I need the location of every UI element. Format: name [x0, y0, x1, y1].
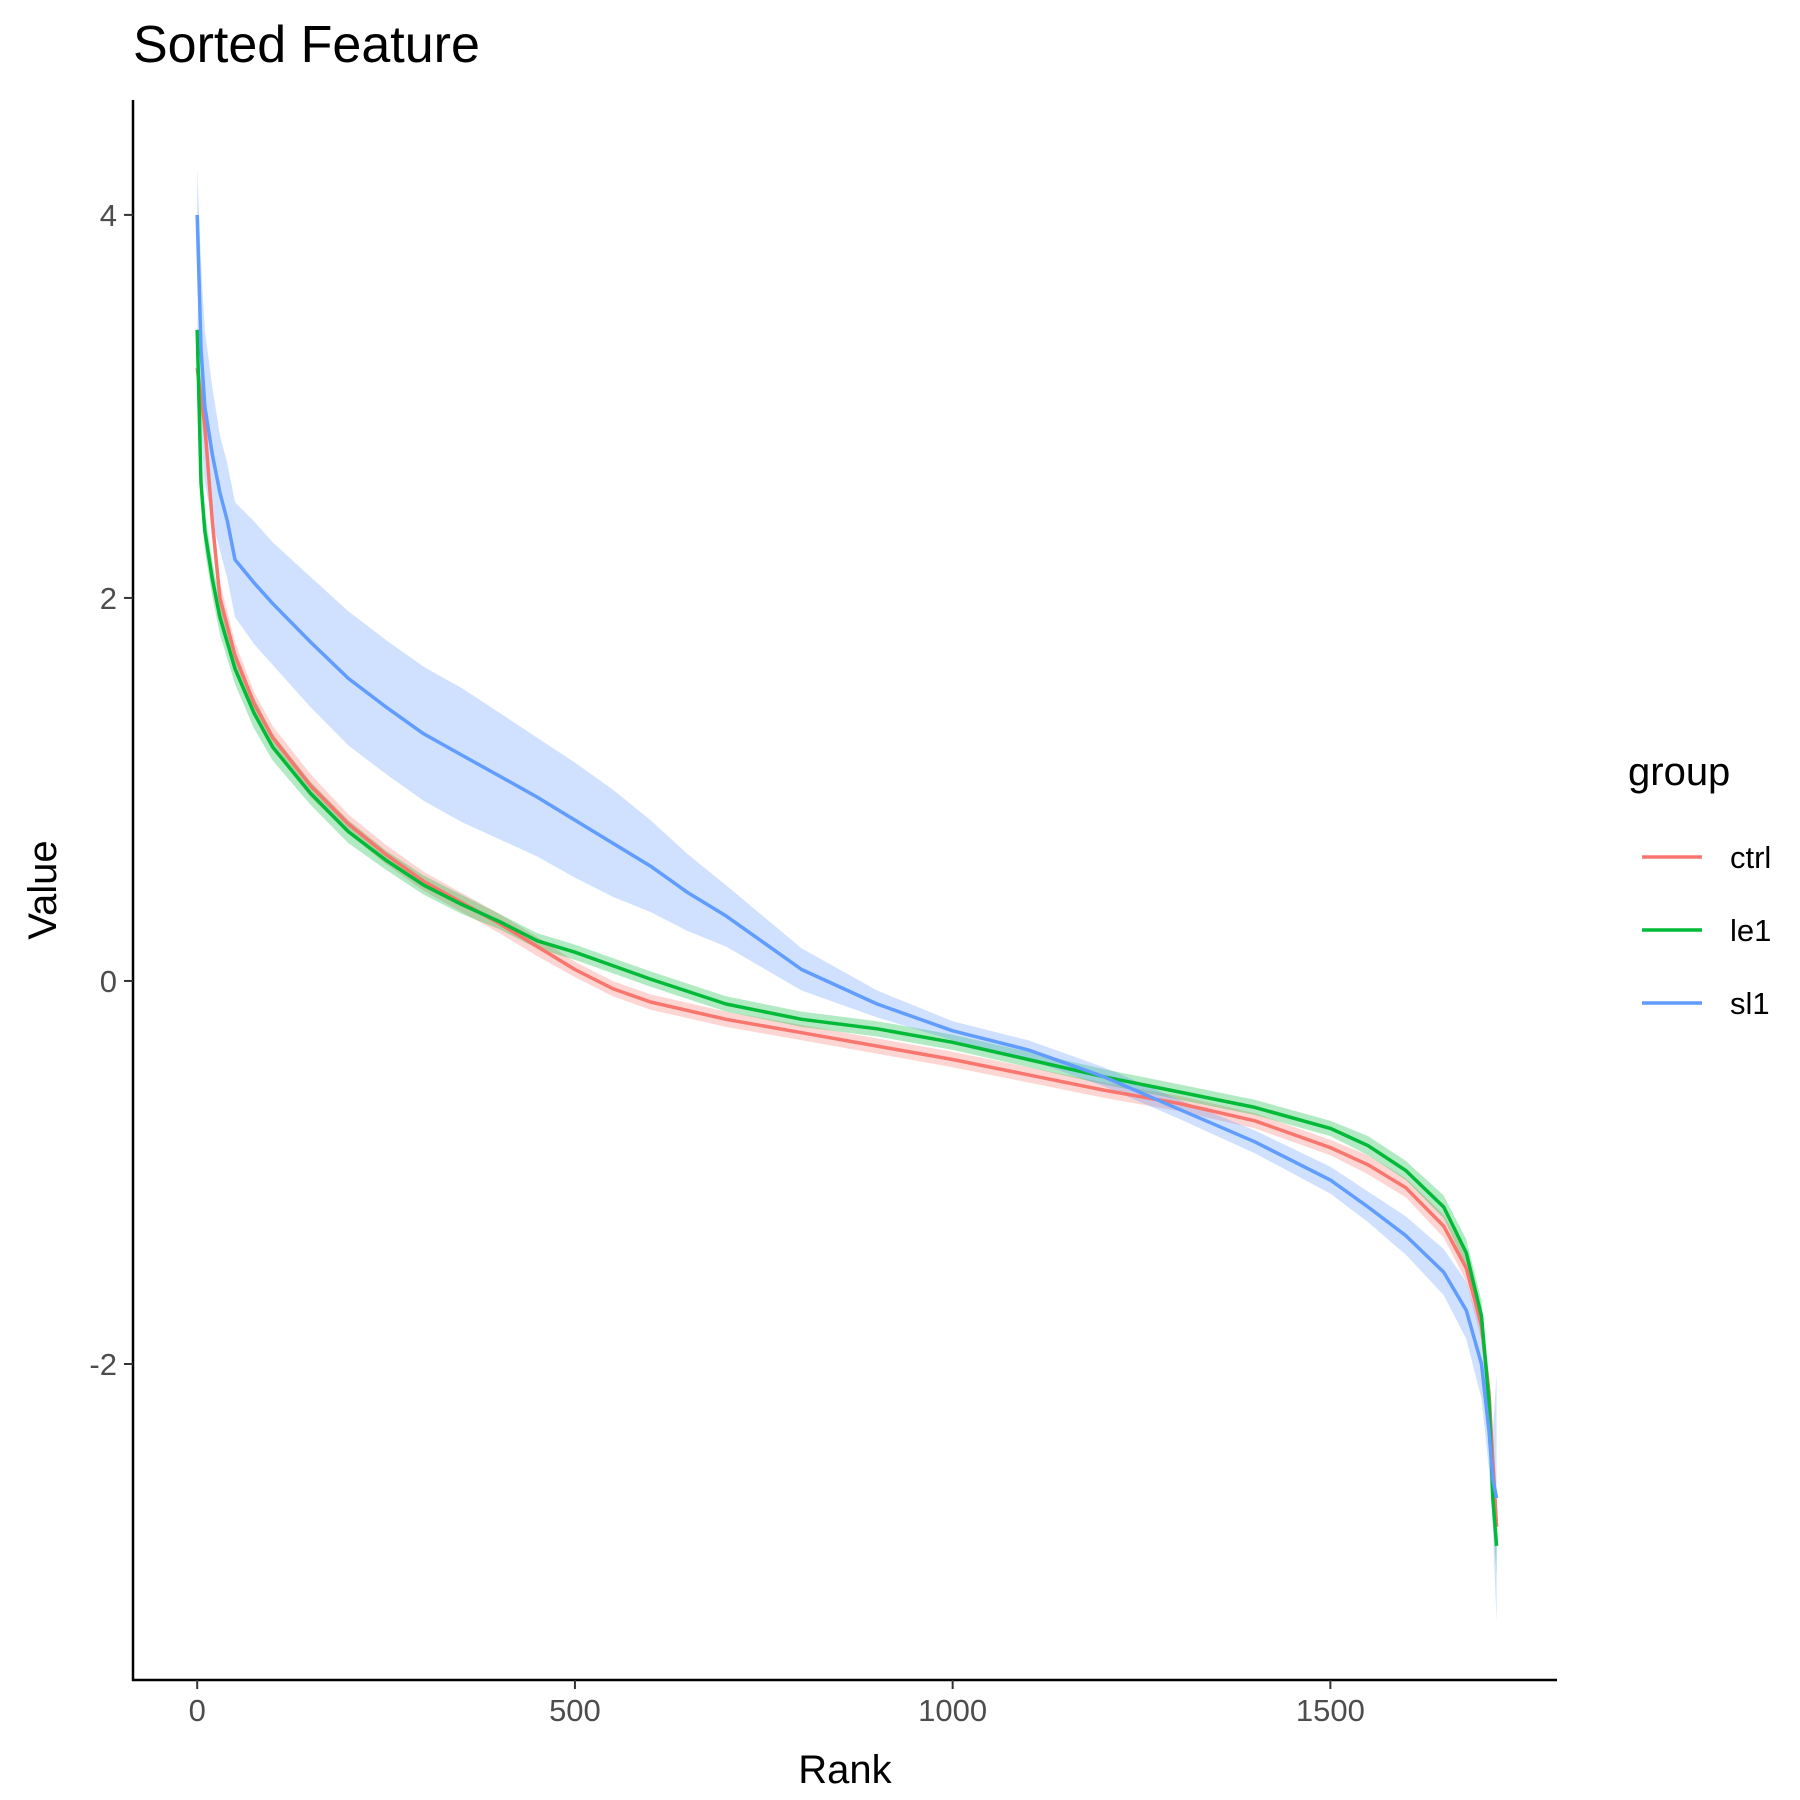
x-axis-ticks: 0 500 1000 1500: [189, 1680, 1365, 1728]
x-tick-label: 1000: [918, 1693, 987, 1728]
legend-label-sl1: sl1: [1730, 986, 1770, 1021]
series-lines: [195, 214, 1499, 1547]
line-sl1: [195, 214, 1499, 1499]
x-axis-title: Rank: [798, 1748, 892, 1792]
line-ctrl: [195, 367, 1499, 1527]
legend-items: ctrl le1 sl1: [1642, 840, 1771, 1021]
y-axis-title: Value: [21, 840, 65, 939]
chart-title: Sorted Feature: [133, 16, 480, 74]
band-le1: [197, 306, 1497, 1575]
x-tick-label: 0: [189, 1693, 206, 1728]
y-axis-ticks: -2 0 2 4: [89, 198, 133, 1382]
x-tick-label: 500: [549, 1693, 601, 1728]
band-sl1: [197, 167, 1497, 1623]
y-tick-label: 4: [100, 198, 117, 233]
x-tick-label: 1500: [1296, 1693, 1365, 1728]
y-tick-label: 0: [100, 964, 117, 999]
line-le1: [195, 329, 1499, 1547]
band-ctrl: [197, 349, 1497, 1556]
legend: group ctrl le1 sl1: [1628, 750, 1771, 1021]
legend-label-le1: le1: [1730, 913, 1771, 948]
confidence-bands: [197, 167, 1497, 1623]
legend-title: group: [1628, 750, 1730, 794]
y-tick-label: 2: [100, 581, 117, 616]
y-tick-label: -2: [89, 1347, 117, 1382]
legend-label-ctrl: ctrl: [1730, 840, 1771, 875]
